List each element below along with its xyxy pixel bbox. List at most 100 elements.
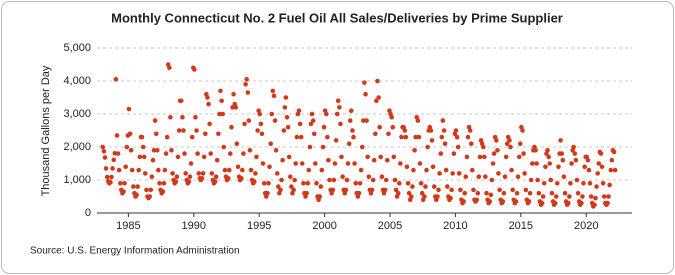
- point: [521, 151, 526, 156]
- chart-title: Monthly Connecticut No. 2 Fuel Oil All S…: [111, 10, 563, 25]
- point: [494, 138, 499, 143]
- point: [471, 187, 476, 193]
- point: [389, 115, 395, 120]
- point: [612, 167, 618, 173]
- point: [100, 144, 106, 150]
- y-tick-label: 1,000: [63, 174, 91, 186]
- point: [279, 177, 284, 183]
- point: [102, 155, 108, 160]
- point: [114, 133, 120, 138]
- point: [560, 157, 566, 163]
- point: [565, 200, 571, 206]
- point: [254, 154, 259, 160]
- point: [194, 128, 199, 133]
- point: [437, 171, 442, 176]
- point: [582, 164, 587, 170]
- point: [517, 141, 523, 146]
- point: [181, 128, 186, 133]
- point: [108, 180, 113, 185]
- point: [169, 148, 174, 153]
- point: [149, 174, 155, 179]
- point: [413, 134, 418, 140]
- point: [552, 200, 558, 206]
- point: [607, 182, 612, 188]
- point: [212, 179, 218, 184]
- point: [468, 141, 474, 146]
- point: [539, 200, 545, 206]
- x-tick-label: 2015: [509, 220, 533, 232]
- point: [139, 134, 145, 140]
- point: [129, 167, 135, 173]
- point: [259, 131, 265, 137]
- point: [366, 174, 372, 179]
- point: [353, 181, 359, 186]
- point: [243, 82, 248, 87]
- point: [405, 181, 411, 186]
- point: [335, 98, 341, 104]
- point: [441, 128, 447, 133]
- point: [454, 134, 460, 140]
- point: [183, 171, 188, 176]
- point: [325, 134, 330, 140]
- point: [546, 154, 551, 160]
- point: [351, 134, 356, 140]
- point: [269, 111, 275, 117]
- point: [599, 164, 605, 170]
- point: [513, 199, 519, 204]
- point: [543, 164, 548, 170]
- point: [253, 171, 258, 176]
- point: [569, 161, 574, 166]
- point: [592, 202, 597, 208]
- point: [148, 187, 154, 193]
- point: [375, 78, 380, 84]
- point: [586, 167, 592, 173]
- point: [502, 174, 508, 179]
- point: [500, 199, 506, 204]
- point: [440, 118, 446, 123]
- point: [213, 174, 219, 179]
- point: [547, 161, 553, 166]
- point: [152, 118, 158, 123]
- point: [580, 194, 585, 199]
- point: [371, 157, 377, 163]
- point: [218, 88, 223, 94]
- point: [571, 144, 576, 150]
- point: [469, 167, 475, 173]
- point: [361, 118, 366, 123]
- point: [412, 148, 417, 153]
- point: [195, 151, 200, 156]
- point: [288, 174, 293, 179]
- point: [298, 134, 304, 140]
- point: [520, 128, 525, 133]
- point: [234, 141, 240, 146]
- point: [247, 148, 253, 153]
- point: [535, 177, 540, 183]
- point: [199, 176, 205, 181]
- point: [147, 194, 153, 199]
- point: [384, 157, 390, 163]
- point: [271, 93, 277, 99]
- point: [374, 98, 379, 104]
- point: [609, 157, 615, 163]
- point: [509, 167, 514, 173]
- x-tick-label: 2005: [378, 220, 402, 232]
- point: [327, 177, 332, 183]
- point: [598, 151, 604, 156]
- y-axis-label: Thousand Gallons per Day: [40, 65, 52, 196]
- point: [363, 91, 368, 97]
- point: [301, 181, 306, 186]
- point: [268, 141, 274, 146]
- point: [229, 124, 234, 130]
- point: [200, 171, 206, 176]
- y-tick-label: 2,000: [63, 141, 91, 153]
- point: [109, 174, 114, 180]
- x-tick-label: 2010: [443, 220, 467, 232]
- point: [160, 189, 166, 194]
- point: [258, 121, 264, 127]
- point: [339, 154, 344, 160]
- point: [480, 144, 486, 150]
- point: [338, 121, 343, 127]
- point: [482, 154, 487, 160]
- point: [307, 144, 313, 150]
